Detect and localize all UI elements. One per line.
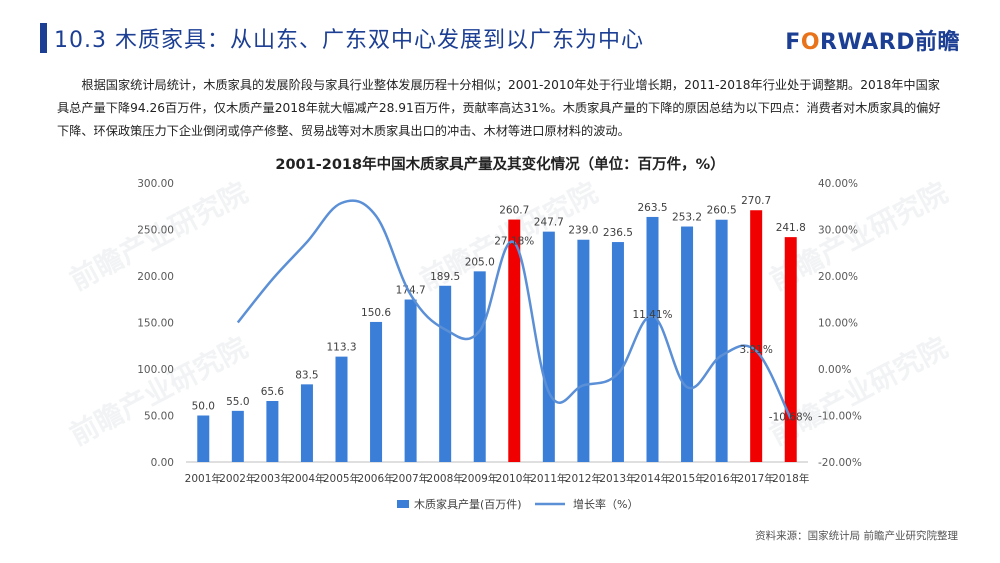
bar bbox=[611, 242, 624, 462]
x-tick-label: 2007年 bbox=[392, 472, 429, 485]
bar-data-label: 241.8 bbox=[776, 222, 806, 234]
legend-bar-label: 木质家具产量(百万件) bbox=[414, 497, 522, 511]
x-tick-label: 2004年 bbox=[288, 472, 325, 485]
bar bbox=[646, 216, 659, 462]
bar bbox=[715, 219, 728, 462]
x-tick-label: 2017年 bbox=[738, 472, 775, 485]
x-tick-label: 2018年 bbox=[772, 472, 809, 485]
x-tick-label: 2006年 bbox=[357, 472, 394, 485]
bar-data-label: 205.0 bbox=[465, 256, 495, 268]
bar-data-label: 55.0 bbox=[226, 396, 249, 408]
bar-data-label: 83.5 bbox=[295, 369, 318, 381]
bar bbox=[300, 384, 313, 462]
y-right-tick-label: 40.00% bbox=[818, 178, 858, 190]
x-tick-label: 2002年 bbox=[219, 472, 256, 485]
page-title: 10.3 木质家具：从山东、广东双中心发展到以广东为中心 bbox=[54, 28, 644, 53]
bar bbox=[231, 410, 244, 462]
y-right-tick-label: -10.00% bbox=[818, 411, 862, 423]
legend-line-label: 增长率（%） bbox=[573, 497, 638, 511]
legend-bar-swatch bbox=[397, 500, 409, 508]
bar bbox=[266, 400, 279, 462]
logo-word-rest: RWARD bbox=[820, 30, 915, 55]
bar-data-label: 189.5 bbox=[430, 271, 460, 283]
bar bbox=[750, 210, 763, 462]
bar bbox=[439, 285, 452, 462]
chart-svg: 0.00 50.00 100.00 150.00 200.00 250.00 300.00 -… bbox=[137, 178, 862, 511]
bar-data-label: 174.7 bbox=[396, 285, 426, 297]
y-right-tick-label: 20.00% bbox=[818, 271, 858, 283]
x-tick-label: 2016年 bbox=[703, 472, 740, 485]
forward-logo: FORWARD前瞻 bbox=[785, 24, 960, 56]
x-tick-label: 2015年 bbox=[668, 472, 705, 485]
x-tick-label: 2014年 bbox=[634, 472, 671, 485]
bar-data-label: 263.5 bbox=[637, 202, 667, 214]
y-right-tick-label: 10.00% bbox=[818, 318, 858, 330]
logo-letter-f: F bbox=[785, 30, 801, 55]
bar bbox=[508, 219, 521, 462]
line-data-label: 11.41% bbox=[632, 309, 672, 321]
bar bbox=[784, 237, 797, 462]
y-left-tick-label: 100.00 bbox=[137, 364, 174, 376]
y-left-tick-label: 300.00 bbox=[137, 178, 174, 190]
bar-data-label: 260.7 bbox=[499, 205, 529, 217]
title-accent-bar bbox=[40, 23, 47, 53]
bar-data-label: 65.6 bbox=[261, 386, 285, 398]
bar-data-label: 239.0 bbox=[568, 225, 598, 237]
y-left-tick-label: 250.00 bbox=[137, 225, 174, 237]
y-right-tick-label: 0.00% bbox=[818, 364, 851, 376]
x-tick-label: 2012年 bbox=[565, 472, 602, 485]
y-left-tick-label: 200.00 bbox=[137, 271, 174, 283]
bar bbox=[542, 231, 555, 462]
source-note: 资料来源：国家统计局 前瞻产业研究院整理 bbox=[755, 530, 958, 542]
chart-title: 2001-2018年中国木质家具产量及其变化情况（单位：百万件，%） bbox=[275, 157, 725, 173]
bar-data-label: 113.3 bbox=[326, 342, 356, 354]
bar-data-label: 50.0 bbox=[192, 401, 215, 413]
y-left-tick-label: 150.00 bbox=[137, 318, 174, 330]
bar bbox=[197, 415, 210, 462]
growth-rate-line bbox=[236, 199, 792, 420]
bar-data-label: 253.2 bbox=[672, 212, 702, 224]
bar bbox=[473, 271, 486, 462]
line-data-label: 27.18% bbox=[494, 236, 534, 248]
logo-letter-o: O bbox=[800, 30, 821, 55]
x-tick-label: 2008年 bbox=[427, 472, 464, 485]
line-data-label: -10.68% bbox=[769, 412, 813, 424]
y-right-tick-label: 30.00% bbox=[818, 225, 858, 237]
x-tick-label: 2013年 bbox=[599, 472, 636, 485]
bar bbox=[577, 239, 590, 462]
x-tick-label: 2003年 bbox=[254, 472, 291, 485]
x-tick-label: 2010年 bbox=[496, 472, 533, 485]
bar-data-label: 247.7 bbox=[534, 217, 564, 229]
bar-data-label: 260.5 bbox=[707, 205, 737, 217]
bar bbox=[681, 226, 694, 462]
line-data-label: 3.91% bbox=[739, 344, 772, 356]
x-tick-label: 2005年 bbox=[323, 472, 360, 485]
y-left-tick-label: 50.00 bbox=[144, 411, 174, 423]
x-tick-label: 2011年 bbox=[530, 472, 567, 485]
y-left-tick-label: 0.00 bbox=[151, 457, 174, 469]
x-tick-label: 2001年 bbox=[185, 472, 222, 485]
x-tick-label: 2009年 bbox=[461, 472, 498, 485]
bar-data-label: 270.7 bbox=[741, 195, 771, 207]
bar-data-label: 236.5 bbox=[603, 227, 633, 239]
intro-paragraph: 根据国家统计局统计，木质家具的发展阶段与家具行业整体发展历程十分相似；2001-… bbox=[57, 78, 941, 138]
y-right-tick-label: -20.00% bbox=[818, 457, 862, 469]
bar bbox=[404, 299, 417, 462]
logo-chinese: 前瞻 bbox=[914, 30, 960, 55]
bar bbox=[335, 356, 348, 462]
bar bbox=[370, 321, 383, 462]
bar-data-label: 150.6 bbox=[361, 307, 391, 319]
